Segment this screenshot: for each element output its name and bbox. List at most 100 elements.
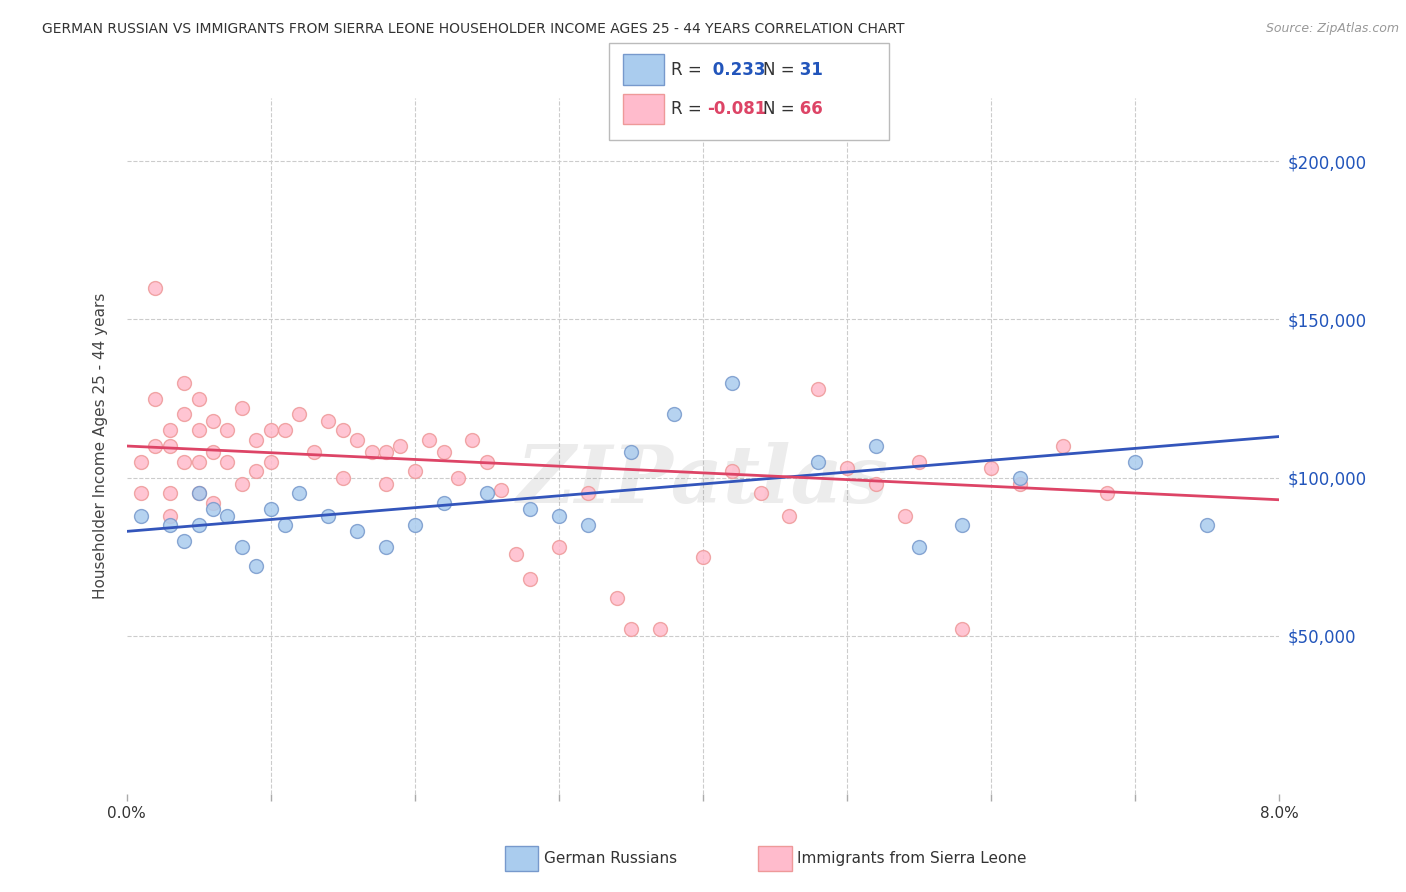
Point: [749, 486, 772, 500]
Point: [374, 477, 396, 491]
Point: [835, 461, 858, 475]
Point: [187, 392, 209, 406]
Point: [692, 549, 714, 564]
Point: [418, 433, 440, 447]
Point: [1197, 518, 1219, 533]
Text: GERMAN RUSSIAN VS IMMIGRANTS FROM SIERRA LEONE HOUSEHOLDER INCOME AGES 25 - 44 Y: GERMAN RUSSIAN VS IMMIGRANTS FROM SIERRA…: [42, 22, 904, 37]
Point: [1095, 486, 1118, 500]
Point: [389, 439, 412, 453]
Point: [187, 486, 209, 500]
Point: [187, 455, 209, 469]
Point: [288, 486, 311, 500]
Point: [547, 508, 569, 523]
Y-axis label: Householder Income Ages 25 - 44 years: Householder Income Ages 25 - 44 years: [93, 293, 108, 599]
Point: [217, 508, 239, 523]
Point: [1008, 477, 1031, 491]
Point: [316, 414, 339, 428]
Point: [129, 508, 152, 523]
Point: [173, 455, 195, 469]
Text: R =: R =: [671, 100, 702, 118]
Point: [159, 423, 181, 437]
Point: [159, 518, 181, 533]
Point: [231, 401, 253, 415]
Point: [159, 439, 181, 453]
Point: [404, 518, 426, 533]
Point: [447, 470, 470, 484]
Point: [346, 524, 368, 539]
Point: [720, 376, 742, 390]
Point: [245, 464, 267, 478]
Point: [259, 455, 281, 469]
Point: [374, 445, 396, 459]
Point: [346, 433, 368, 447]
Point: [274, 423, 297, 437]
Point: [950, 623, 973, 637]
Point: [576, 486, 599, 500]
Point: [259, 423, 281, 437]
Point: [374, 540, 396, 554]
Point: [576, 518, 599, 533]
Text: N =: N =: [763, 61, 794, 78]
Point: [1125, 455, 1147, 469]
Point: [519, 572, 541, 586]
Point: [316, 508, 339, 523]
Point: [332, 423, 354, 437]
Point: [202, 445, 225, 459]
Point: [605, 591, 627, 605]
Point: [980, 461, 1002, 475]
Point: [288, 408, 311, 422]
Point: [259, 502, 281, 516]
Point: [475, 486, 498, 500]
Point: [302, 445, 325, 459]
Text: R =: R =: [671, 61, 702, 78]
Point: [360, 445, 382, 459]
Point: [664, 408, 686, 422]
Point: [187, 486, 209, 500]
Point: [187, 518, 209, 533]
Point: [217, 423, 239, 437]
Point: [505, 547, 527, 561]
Point: [245, 559, 267, 574]
Text: N =: N =: [763, 100, 794, 118]
Point: [620, 445, 643, 459]
Point: [231, 477, 253, 491]
Point: [129, 455, 152, 469]
Text: 31: 31: [794, 61, 824, 78]
Point: [145, 281, 166, 295]
Point: [475, 455, 498, 469]
Point: [433, 496, 456, 510]
Point: [778, 508, 800, 523]
Point: [145, 392, 166, 406]
Point: [519, 502, 541, 516]
Point: [950, 518, 973, 533]
Point: [461, 433, 484, 447]
Point: [908, 455, 931, 469]
Text: -0.081: -0.081: [707, 100, 766, 118]
Point: [173, 533, 195, 548]
Point: [159, 486, 181, 500]
Point: [720, 464, 742, 478]
Point: [807, 455, 830, 469]
Point: [202, 414, 225, 428]
Point: [202, 496, 225, 510]
Text: Source: ZipAtlas.com: Source: ZipAtlas.com: [1265, 22, 1399, 36]
Point: [187, 423, 209, 437]
Point: [173, 376, 195, 390]
Point: [489, 483, 512, 498]
Point: [648, 623, 671, 637]
Point: [547, 540, 569, 554]
Point: [1052, 439, 1074, 453]
Point: [433, 445, 456, 459]
Point: [908, 540, 931, 554]
Point: [865, 439, 887, 453]
Point: [1008, 470, 1031, 484]
Point: [202, 502, 225, 516]
Point: [159, 508, 181, 523]
Point: [274, 518, 297, 533]
Point: [173, 408, 195, 422]
Point: [145, 439, 166, 453]
Text: German Russians: German Russians: [544, 851, 678, 865]
Point: [894, 508, 917, 523]
Text: ZIPatlas: ZIPatlas: [517, 442, 889, 519]
Point: [245, 433, 267, 447]
